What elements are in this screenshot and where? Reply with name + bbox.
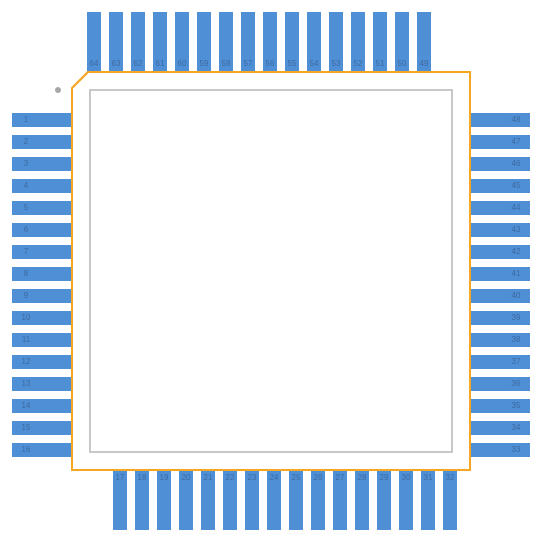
pin-50 (395, 12, 409, 72)
pin-55 (285, 12, 299, 72)
pin-17 (113, 470, 127, 530)
pin-47 (470, 135, 530, 149)
pin-24 (267, 470, 281, 530)
pin-42 (470, 245, 530, 259)
pin-20 (179, 470, 193, 530)
pin-22 (223, 470, 237, 530)
pin-39 (470, 311, 530, 325)
pin-2 (12, 135, 72, 149)
pin-18 (135, 470, 149, 530)
pin-12 (12, 355, 72, 369)
pin-10 (12, 311, 72, 325)
pin-8 (12, 267, 72, 281)
pin-4 (12, 179, 72, 193)
pin-23 (245, 470, 259, 530)
pin-52 (351, 12, 365, 72)
pin-59 (197, 12, 211, 72)
pin-31 (421, 470, 435, 530)
pin-30 (399, 470, 413, 530)
pin-51 (373, 12, 387, 72)
pin-60 (175, 12, 189, 72)
pin-56 (263, 12, 277, 72)
pin-61 (153, 12, 167, 72)
pin-36 (470, 377, 530, 391)
pin-21 (201, 470, 215, 530)
pin-58 (219, 12, 233, 72)
pin1-indicator-dot (55, 87, 61, 93)
pin-64 (87, 12, 101, 72)
pin-15 (12, 421, 72, 435)
pin-54 (307, 12, 321, 72)
pin-49 (417, 12, 431, 72)
pin-62 (131, 12, 145, 72)
pin-35 (470, 399, 530, 413)
pin-43 (470, 223, 530, 237)
pin-48 (470, 113, 530, 127)
pin-29 (377, 470, 391, 530)
pin-27 (333, 470, 347, 530)
pin-7 (12, 245, 72, 259)
pin-3 (12, 157, 72, 171)
qfp-footprint-diagram: 4950515253545556575859606162636417181920… (0, 0, 542, 542)
pin-5 (12, 201, 72, 215)
pin-53 (329, 12, 343, 72)
pin-57 (241, 12, 255, 72)
pin-45 (470, 179, 530, 193)
pin-37 (470, 355, 530, 369)
pin-44 (470, 201, 530, 215)
pin-6 (12, 223, 72, 237)
pin-25 (289, 470, 303, 530)
package-inner (90, 90, 452, 452)
pin-34 (470, 421, 530, 435)
pin-32 (443, 470, 457, 530)
pin-28 (355, 470, 369, 530)
pin-63 (109, 12, 123, 72)
pin-41 (470, 267, 530, 281)
pin-13 (12, 377, 72, 391)
pin-46 (470, 157, 530, 171)
pin-9 (12, 289, 72, 303)
pin-1 (12, 113, 72, 127)
pin-19 (157, 470, 171, 530)
pin-11 (12, 333, 72, 347)
pin-26 (311, 470, 325, 530)
pin-33 (470, 443, 530, 457)
pin-14 (12, 399, 72, 413)
pin-40 (470, 289, 530, 303)
pin-16 (12, 443, 72, 457)
pin-38 (470, 333, 530, 347)
